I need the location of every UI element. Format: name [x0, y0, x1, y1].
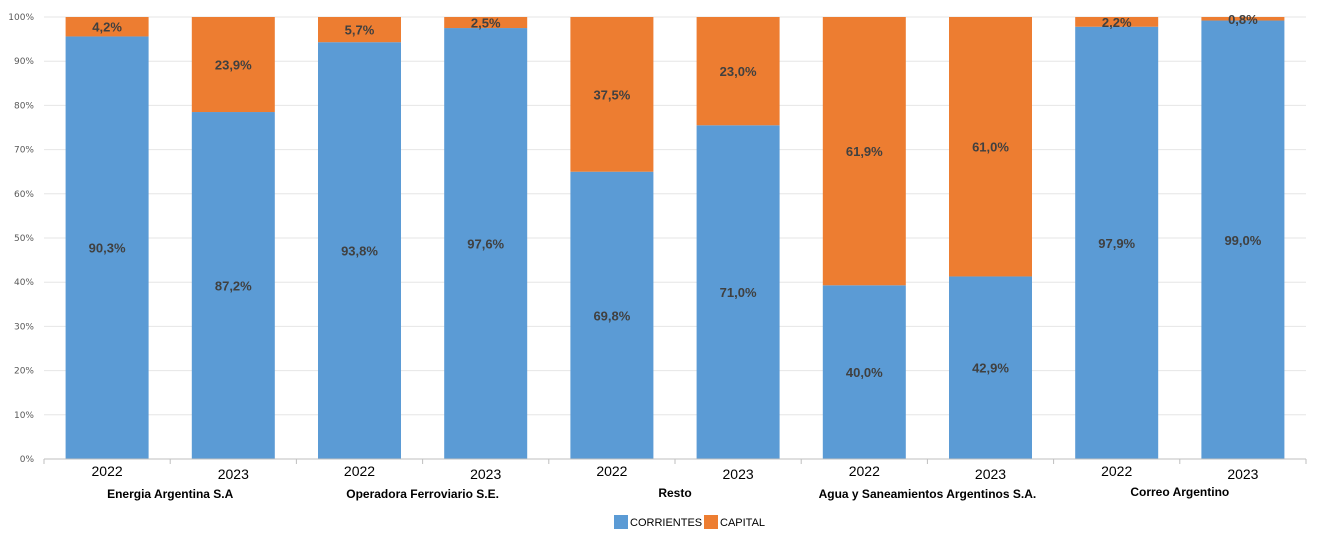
legend-swatch-corrientes — [614, 515, 628, 529]
data-label: 2,2% — [1102, 15, 1132, 30]
x-category-label: 2022 — [1101, 463, 1132, 479]
bar-corrientes-2 — [318, 42, 401, 459]
bar-capital-5 — [696, 17, 780, 126]
data-label: 42,9% — [972, 361, 1009, 376]
data-label: 23,0% — [720, 64, 757, 79]
x-category-label: 2022 — [92, 463, 123, 479]
y-tick-label: 50% — [14, 234, 34, 244]
y-tick-label: 0% — [20, 455, 35, 465]
x-category-label: 2023 — [218, 466, 249, 482]
x-category-label: 2023 — [975, 466, 1006, 482]
bar-corrientes-3 — [444, 28, 528, 460]
legend-swatch-capital — [704, 515, 718, 529]
data-label: 4,2% — [92, 20, 122, 35]
data-label: 61,0% — [972, 140, 1009, 155]
y-tick-label: 20% — [14, 367, 34, 377]
y-tick-label: 40% — [14, 278, 34, 288]
bar-capital-8 — [1075, 17, 1159, 27]
data-label: 71,0% — [720, 285, 757, 300]
x-category-label: 2023 — [1227, 466, 1258, 482]
y-tick-label: 90% — [14, 57, 34, 67]
y-axis-ticks: 0% 10% 20% 30% 40% 50% 60% 70% 80% 90% 100% — [8, 13, 34, 465]
bar-corrientes-7 — [949, 276, 1032, 459]
bars — [65, 17, 1285, 460]
bar-capital-7 — [949, 17, 1032, 277]
bar-capital-0 — [65, 17, 149, 37]
group-label: Energia Argentina S.A — [107, 487, 234, 501]
data-label: 2,5% — [471, 16, 501, 31]
x-category-label: 2023 — [470, 466, 501, 482]
bar-corrientes-5 — [696, 125, 780, 459]
data-label: 61,9% — [846, 144, 883, 159]
data-label: 37,5% — [593, 87, 630, 102]
legend: CORRIENTES CAPITAL — [614, 515, 765, 529]
x-category-label: 2023 — [723, 466, 754, 482]
x-category-label: 2022 — [849, 463, 880, 479]
y-tick-label: 80% — [14, 101, 34, 111]
data-label: 97,9% — [1098, 236, 1135, 251]
bar-corrientes-9 — [1201, 20, 1285, 459]
bar-corrientes-1 — [191, 112, 275, 459]
data-label: 0,8% — [1228, 12, 1258, 27]
bar-corrientes-0 — [65, 36, 149, 460]
x-axis-ticks — [43, 459, 1307, 464]
y-tick-label: 100% — [8, 13, 34, 23]
group-label: Operadora Ferroviario S.E. — [346, 487, 499, 501]
data-label: 97,6% — [467, 237, 504, 252]
bar-capital-4 — [570, 17, 654, 172]
data-labels: 90,3% 4,2% 87,2% 23,9% 93,8% 5,7% 97,6% 2,5% 69,… — [89, 12, 1262, 380]
bar-capital-6 — [822, 17, 906, 286]
data-label: 5,7% — [345, 23, 375, 38]
y-tick-label: 70% — [14, 146, 34, 156]
bar-capital-9 — [1201, 17, 1285, 21]
bar-capital-3 — [444, 17, 528, 29]
bar-corrientes-6 — [822, 285, 906, 459]
y-tick-label: 60% — [14, 190, 34, 200]
bar-capital-2 — [318, 17, 401, 43]
group-label: Agua y Saneamientos Argentinos S.A. — [819, 487, 1037, 501]
bar-corrientes-8 — [1075, 26, 1159, 459]
data-label: 40,0% — [846, 365, 883, 380]
y-tick-label: 10% — [14, 411, 34, 421]
bar-corrientes-4 — [570, 171, 654, 459]
group-label: Correo Argentino — [1130, 485, 1229, 499]
x-category-label: 2022 — [596, 463, 627, 479]
x-axis-labels: 2022 2023 2022 2023 2022 2023 2022 2023 2022 2023 — [92, 463, 1259, 482]
data-label: 69,8% — [593, 308, 630, 323]
group-label: Resto — [658, 486, 691, 500]
data-label: 99,0% — [1224, 233, 1261, 248]
data-label: 93,8% — [341, 244, 378, 259]
data-label: 87,2% — [215, 279, 252, 294]
data-label: 23,9% — [215, 58, 252, 73]
legend-label: CAPITAL — [720, 517, 765, 529]
group-labels: Energia Argentina S.A Operadora Ferroviar… — [107, 485, 1229, 501]
y-tick-label: 30% — [14, 322, 34, 332]
x-category-label: 2022 — [344, 463, 375, 479]
legend-label: CORRIENTES — [630, 517, 702, 529]
data-label: 90,3% — [89, 241, 126, 256]
bar-capital-1 — [191, 17, 275, 113]
